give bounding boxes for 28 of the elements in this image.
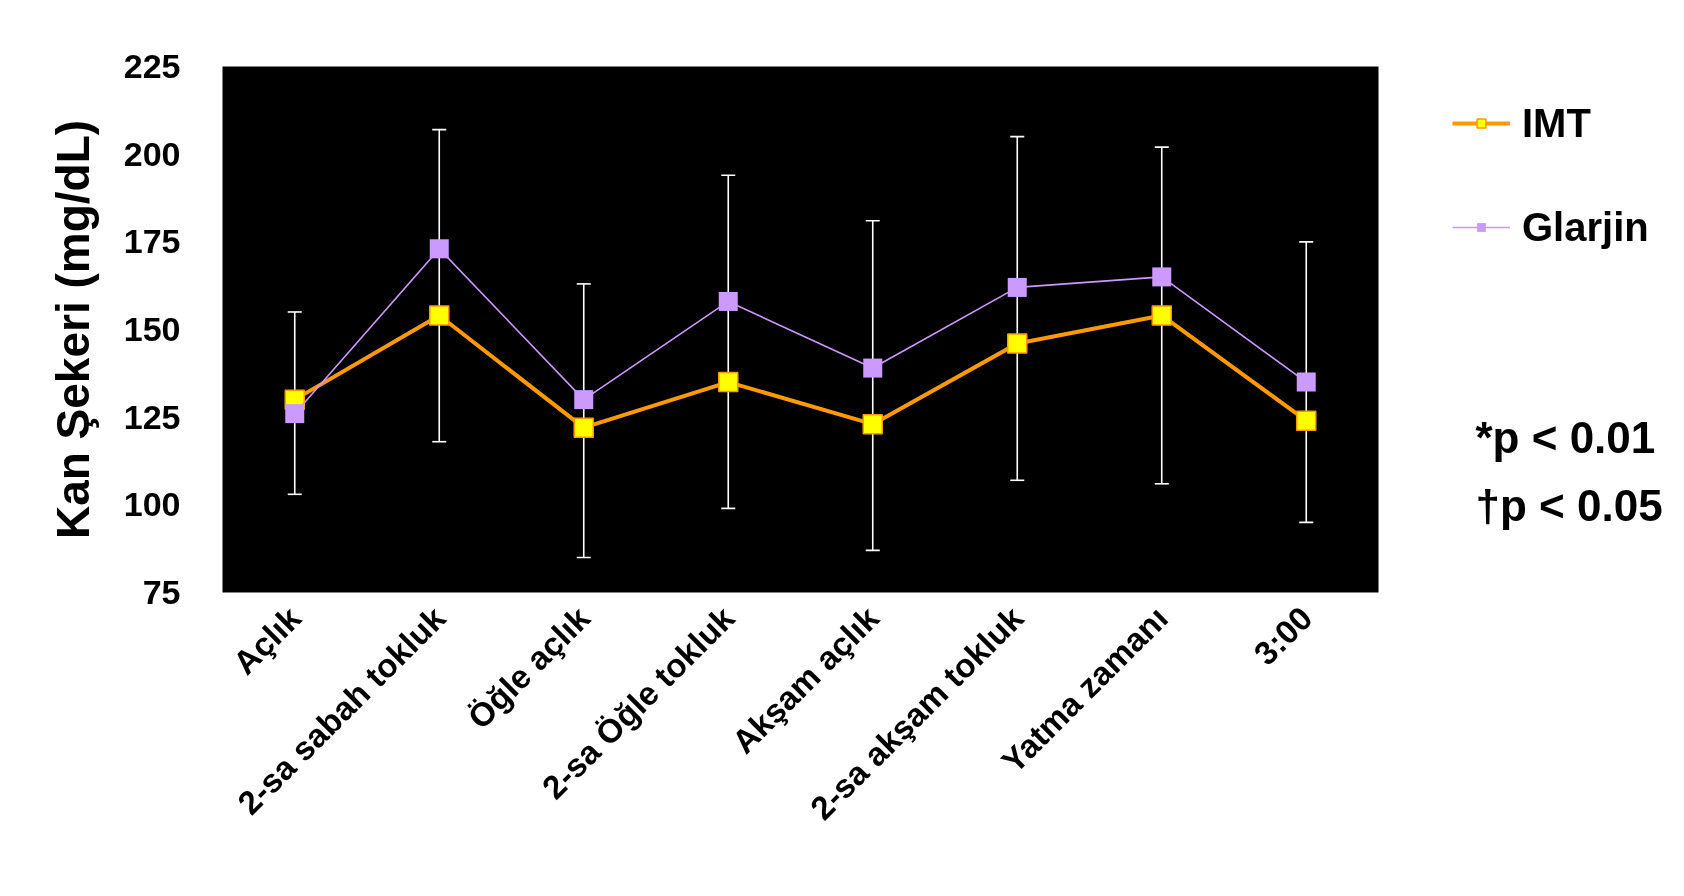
y-tick-label: 75: [142, 573, 181, 611]
point: [429, 239, 449, 259]
y-axis-title: Kan Şekeri (mg/dL): [46, 119, 99, 540]
y-tick-label: 200: [123, 134, 181, 173]
point: [429, 305, 450, 326]
point: [1296, 372, 1316, 392]
x-tick-label: 3:00: [1246, 599, 1320, 673]
point: [1296, 410, 1317, 431]
point: [1007, 333, 1028, 354]
text: †p < 0.05: [1475, 481, 1663, 530]
point: [1151, 305, 1172, 326]
point: [1007, 277, 1027, 297]
y-tick-label: 150: [123, 310, 181, 348]
point: [863, 358, 883, 378]
y-tick-label: 175: [123, 222, 181, 261]
y-tick-label: 100: [123, 485, 181, 524]
point: [573, 417, 594, 438]
point: [718, 371, 739, 393]
point: [574, 390, 594, 410]
y-tick-label: 125: [123, 397, 181, 436]
legend-label: IMT: [1522, 99, 1591, 147]
point: [862, 413, 883, 435]
point: [285, 404, 305, 424]
point: [1152, 267, 1172, 287]
point: [718, 291, 738, 311]
legend-label: Glarjin: [1522, 203, 1649, 251]
y-tick-label: 225: [123, 47, 181, 85]
text: *p < 0.01: [1475, 413, 1656, 462]
